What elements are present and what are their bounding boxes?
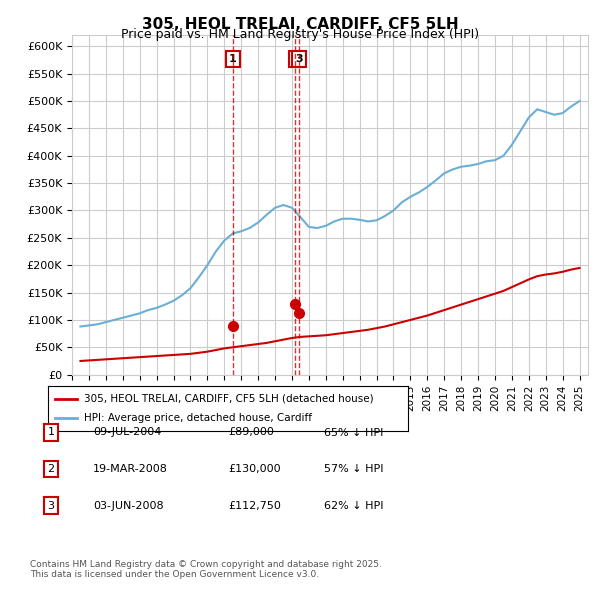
Text: 19-MAR-2008: 19-MAR-2008: [93, 464, 168, 474]
Text: 57% ↓ HPI: 57% ↓ HPI: [324, 464, 383, 474]
Text: 2: 2: [47, 464, 55, 474]
Text: £130,000: £130,000: [228, 464, 281, 474]
Text: Contains HM Land Registry data © Crown copyright and database right 2025.
This d: Contains HM Land Registry data © Crown c…: [30, 560, 382, 579]
Text: 2: 2: [292, 54, 299, 64]
Text: 3: 3: [47, 501, 55, 510]
Text: HPI: Average price, detached house, Cardiff: HPI: Average price, detached house, Card…: [84, 414, 312, 423]
Text: 305, HEOL TRELAI, CARDIFF, CF5 5LH: 305, HEOL TRELAI, CARDIFF, CF5 5LH: [142, 17, 458, 31]
Text: 03-JUN-2008: 03-JUN-2008: [93, 501, 164, 510]
Text: Price paid vs. HM Land Registry's House Price Index (HPI): Price paid vs. HM Land Registry's House …: [121, 28, 479, 41]
Text: 305, HEOL TRELAI, CARDIFF, CF5 5LH (detached house): 305, HEOL TRELAI, CARDIFF, CF5 5LH (deta…: [84, 394, 374, 404]
Text: 3: 3: [295, 54, 303, 64]
Text: 1: 1: [47, 428, 55, 437]
Text: £89,000: £89,000: [228, 428, 274, 437]
Text: 09-JUL-2004: 09-JUL-2004: [93, 428, 161, 437]
Text: 62% ↓ HPI: 62% ↓ HPI: [324, 501, 383, 510]
Text: £112,750: £112,750: [228, 501, 281, 510]
Text: 1: 1: [229, 54, 237, 64]
Text: 65% ↓ HPI: 65% ↓ HPI: [324, 428, 383, 437]
